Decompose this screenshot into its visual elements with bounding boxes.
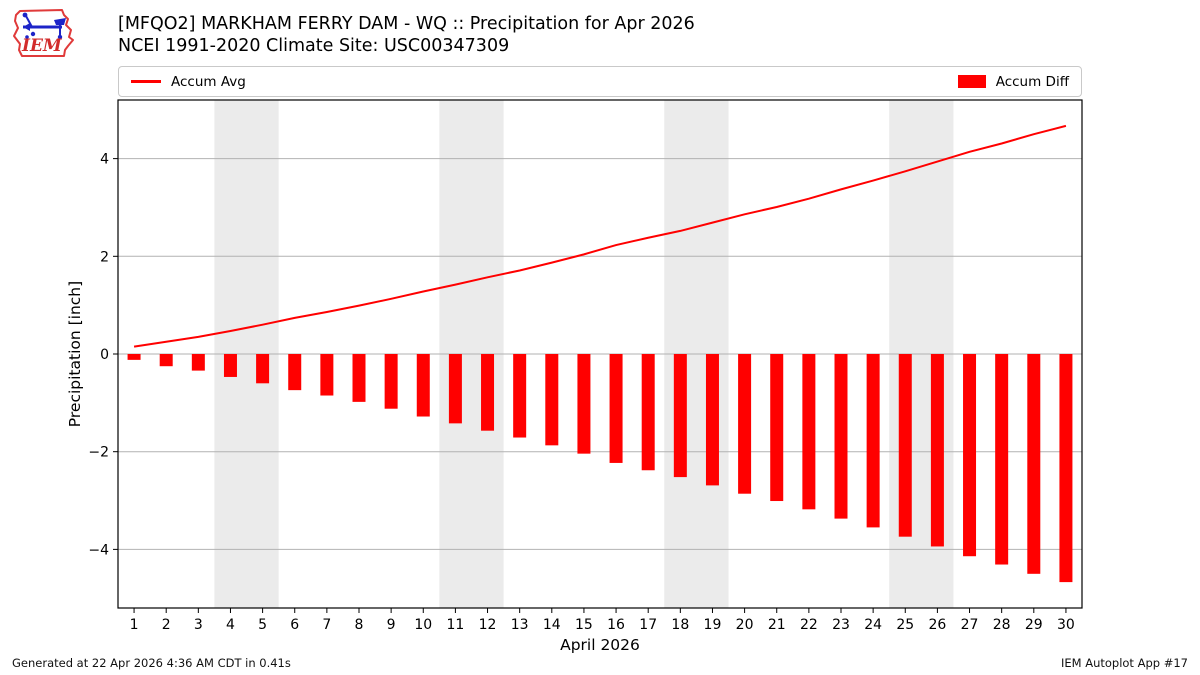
x-tick-label: 15 xyxy=(575,617,593,633)
y-tick-label: 4 xyxy=(100,152,109,168)
accum-diff-bar xyxy=(866,354,880,528)
accum-diff-bar xyxy=(448,354,462,424)
x-tick-label: 23 xyxy=(832,617,850,633)
weather-vane-icon xyxy=(22,12,66,40)
iowa-outline-icon xyxy=(13,9,74,57)
x-tick-label: 2 xyxy=(162,617,171,633)
x-tick-label: 5 xyxy=(258,617,267,633)
x-tick-label: 21 xyxy=(768,617,786,633)
accum-diff-bar xyxy=(802,354,816,510)
x-tick-label: 20 xyxy=(736,617,754,633)
chart-title: [MFQO2] MARKHAM FERRY DAM - WQ :: Precip… xyxy=(118,14,695,34)
accum-diff-bar xyxy=(320,354,334,396)
x-tick-label: 19 xyxy=(704,617,722,633)
iem-logo: IEM xyxy=(13,9,74,57)
x-tick-label: 3 xyxy=(194,617,203,633)
accum-diff-bar xyxy=(513,354,527,438)
accum-diff-bar xyxy=(223,354,237,377)
x-tick-label: 10 xyxy=(414,617,432,633)
accum-diff-bar xyxy=(1027,354,1041,574)
x-tick-label: 6 xyxy=(290,617,299,633)
legend-entry-accum-diff: Accum Diff xyxy=(957,73,1069,90)
accum-diff-bar xyxy=(288,354,302,391)
accum-diff-bar xyxy=(930,354,944,547)
x-tick-label: 14 xyxy=(543,617,561,633)
accum-diff-bar xyxy=(995,354,1009,565)
accum-diff-bar xyxy=(705,354,719,486)
x-tick-label: 4 xyxy=(226,617,235,633)
accum-diff-bar xyxy=(191,354,205,371)
x-tick-label: 30 xyxy=(1057,617,1075,633)
accum-diff-bar xyxy=(352,354,366,402)
x-tick-label: 28 xyxy=(993,617,1011,633)
accum-diff-bar xyxy=(609,354,623,463)
accum-diff-bar xyxy=(481,354,495,431)
accum-diff-bar xyxy=(770,354,784,502)
accum-diff-bar xyxy=(577,354,591,454)
x-tick-label: 16 xyxy=(607,617,625,633)
line-swatch-icon xyxy=(131,80,161,83)
accum-diff-bar xyxy=(545,354,559,446)
legend-label: Accum Avg xyxy=(171,73,246,90)
accum-diff-bar xyxy=(416,354,430,417)
accum-diff-bar xyxy=(834,354,848,519)
x-axis-label: April 2026 xyxy=(560,636,640,654)
x-tick-label: 9 xyxy=(387,617,396,633)
accum-diff-bar xyxy=(673,354,687,478)
accum-diff-bar xyxy=(738,354,752,494)
x-tick-label: 24 xyxy=(864,617,882,633)
x-tick-label: 8 xyxy=(355,617,364,633)
y-tick-label: −4 xyxy=(88,542,109,558)
accum-diff-bar xyxy=(127,354,141,360)
accum-diff-bar xyxy=(1059,354,1073,583)
y-tick-label: 2 xyxy=(100,249,109,265)
app-credit: IEM Autoplot App #17 xyxy=(1060,656,1188,670)
legend-entry-accum-avg: Accum Avg xyxy=(131,74,246,90)
accum-diff-bar xyxy=(963,354,977,557)
x-tick-label: 12 xyxy=(479,617,497,633)
x-tick-label: 29 xyxy=(1025,617,1043,633)
x-tick-label: 7 xyxy=(322,617,331,633)
x-tick-label: 13 xyxy=(511,617,529,633)
x-tick-label: 18 xyxy=(671,617,689,633)
y-tick-label: 0 xyxy=(100,347,109,363)
accum-diff-bar xyxy=(256,354,270,384)
bar-swatch-icon xyxy=(957,75,986,88)
x-tick-label: 27 xyxy=(961,617,979,633)
y-tick-label: −2 xyxy=(88,445,109,461)
generated-timestamp: Generated at 22 Apr 2026 4:36 AM CDT in … xyxy=(12,656,291,670)
legend: Accum Avg Accum Diff xyxy=(118,66,1082,97)
chart-titles: [MFQO2] MARKHAM FERRY DAM - WQ :: Precip… xyxy=(118,13,695,57)
x-tick-label: 11 xyxy=(446,617,464,633)
accum-avg-line xyxy=(133,124,1067,348)
x-tick-label: 26 xyxy=(928,617,946,633)
chart-subtitle: NCEI 1991-2020 Climate Site: USC00347309 xyxy=(118,36,510,56)
legend-label: Accum Diff xyxy=(995,73,1069,90)
iem-logo-text: IEM xyxy=(21,36,63,56)
x-tick-label: 1 xyxy=(130,617,139,633)
x-tick-label: 25 xyxy=(896,617,914,633)
accum-diff-bar xyxy=(641,354,655,471)
accum-diff-bar xyxy=(159,354,173,367)
x-tick-label: 22 xyxy=(800,617,818,633)
y-axis-label: Precipitation [inch] xyxy=(66,281,84,427)
accum-diff-bar xyxy=(384,354,398,409)
x-tick-label: 17 xyxy=(639,617,657,633)
accum-diff-bar xyxy=(898,354,912,537)
